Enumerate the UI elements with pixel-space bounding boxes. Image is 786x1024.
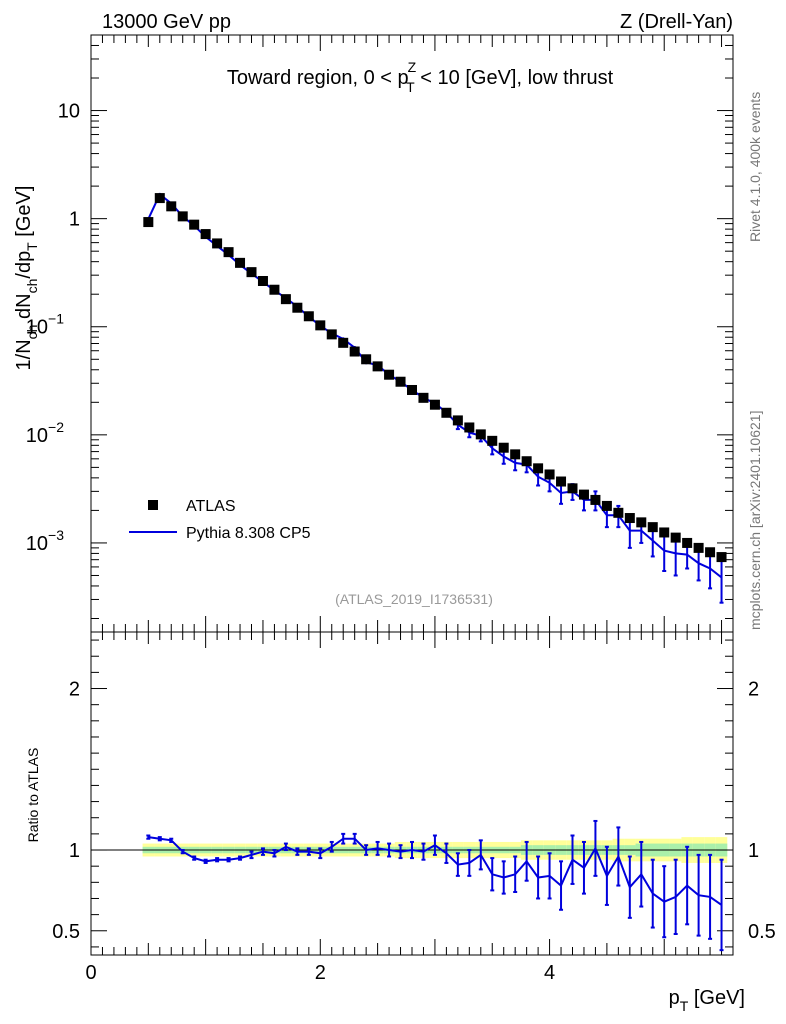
data-marker — [200, 229, 211, 240]
ratio-y-tick-label-right: 1 — [748, 840, 759, 862]
data-marker — [556, 476, 567, 487]
data-marker — [693, 542, 704, 553]
data-marker — [395, 376, 406, 387]
data-marker — [521, 456, 532, 467]
data-marker — [189, 219, 200, 230]
data-marker — [269, 284, 280, 295]
main-y-tick-label: 10 — [58, 101, 80, 123]
chart-title: Toward region, 0 < pZ T < 10 [GeV], low t… — [227, 59, 614, 95]
ratio-y-tick-label-left: 0.5 — [52, 921, 80, 943]
data-marker — [613, 507, 624, 518]
analysis-label: (ATLAS_2019_I1736531) — [335, 591, 493, 607]
data-marker — [223, 247, 234, 258]
data-marker — [544, 469, 555, 480]
data-marker — [533, 463, 544, 474]
data-marker — [624, 513, 635, 524]
data-marker — [280, 294, 291, 305]
data-marker — [452, 415, 463, 426]
data-marker — [292, 302, 303, 313]
data-marker — [716, 552, 727, 563]
main-y-axis-label: 1/Nch dNch/dpT [GeV] — [13, 186, 40, 371]
mc-series-ratio — [146, 819, 724, 952]
main-y-tick-label: 10−2 — [26, 419, 64, 447]
main-y-tick-label: 1 — [69, 209, 80, 231]
data-marker — [349, 346, 360, 357]
x-tick-label: 0 — [85, 962, 96, 984]
data-marker — [418, 392, 429, 403]
ratio-y-axis-label: Ratio to ATLAS — [25, 748, 41, 843]
data-marker — [235, 257, 246, 268]
data-marker — [372, 361, 383, 372]
data-marker — [705, 547, 716, 558]
data-marker — [166, 201, 177, 212]
header-left: 13000 GeV pp — [102, 11, 231, 33]
data-marker — [498, 442, 509, 453]
main-axis-ticks: 10 1 10−1 10−2 10−3 — [26, 34, 734, 632]
data-marker — [361, 354, 372, 365]
ratio-y-tick-label-left: 2 — [69, 679, 80, 701]
data-marker — [441, 407, 452, 418]
data-marker — [315, 320, 326, 331]
ratio-y-tick-label-right: 0.5 — [748, 921, 776, 943]
data-marker — [670, 532, 681, 543]
data-marker — [143, 217, 154, 228]
ratio-y-tick-label-right: 2 — [748, 679, 759, 701]
data-marker — [682, 537, 693, 548]
legend: ATLAS Pythia 8.308 CP5 — [129, 498, 311, 542]
data-marker — [464, 422, 475, 433]
legend-marker-atlas — [148, 500, 158, 510]
ratio-panel-frame — [90, 631, 734, 956]
data-marker — [601, 500, 612, 511]
rivet-label: Rivet 4.1.0, 400k events — [747, 92, 763, 242]
data-marker — [407, 384, 417, 395]
data-marker — [578, 489, 589, 500]
data-marker — [384, 369, 395, 380]
data-marker — [338, 337, 349, 348]
data-marker — [647, 522, 658, 533]
data-marker — [659, 527, 670, 538]
data-marker — [510, 449, 521, 460]
legend-label-mc: Pythia 8.308 CP5 — [186, 525, 311, 542]
header-right: Z (Drell-Yan) — [620, 11, 733, 33]
ratio-axis-ticks: 0.5 0.5 1 1 2 2 0 2 4 — [52, 632, 776, 984]
ratio-y-tick-label-left: 1 — [69, 840, 80, 862]
data-marker — [590, 494, 601, 505]
data-marker — [154, 193, 165, 204]
mc-line-main — [147, 192, 723, 579]
main-y-tick-label: 10−1 — [26, 311, 64, 339]
data-marker — [177, 211, 188, 222]
x-axis-label: pT [GeV] — [669, 987, 745, 1014]
mcplots-label: mcplots.cern.ch [arXiv:2401.10621] — [747, 411, 763, 630]
legend-label-atlas: ATLAS — [186, 498, 236, 515]
data-marker — [303, 311, 314, 322]
data-marker — [487, 435, 498, 446]
data-marker — [212, 238, 223, 249]
x-tick-label: 2 — [315, 962, 326, 984]
data-marker — [257, 275, 268, 286]
main-panel-frame — [90, 34, 734, 633]
main-y-tick-label: 10−3 — [26, 527, 64, 555]
x-tick-label: 4 — [544, 962, 555, 984]
data-marker — [246, 267, 257, 278]
data-marker — [326, 329, 337, 340]
data-marker — [636, 517, 647, 528]
data-marker — [475, 429, 486, 440]
data-marker — [567, 483, 578, 494]
data-marker — [429, 399, 440, 410]
data-series-main — [143, 193, 727, 563]
